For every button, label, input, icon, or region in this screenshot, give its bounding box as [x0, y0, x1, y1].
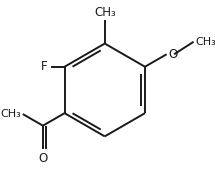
Text: CH₃: CH₃ [0, 109, 21, 119]
Text: CH₃: CH₃ [94, 6, 116, 19]
Text: CH₃: CH₃ [195, 37, 215, 47]
Text: O: O [169, 48, 178, 61]
Text: O: O [38, 152, 48, 165]
Text: F: F [41, 60, 48, 73]
